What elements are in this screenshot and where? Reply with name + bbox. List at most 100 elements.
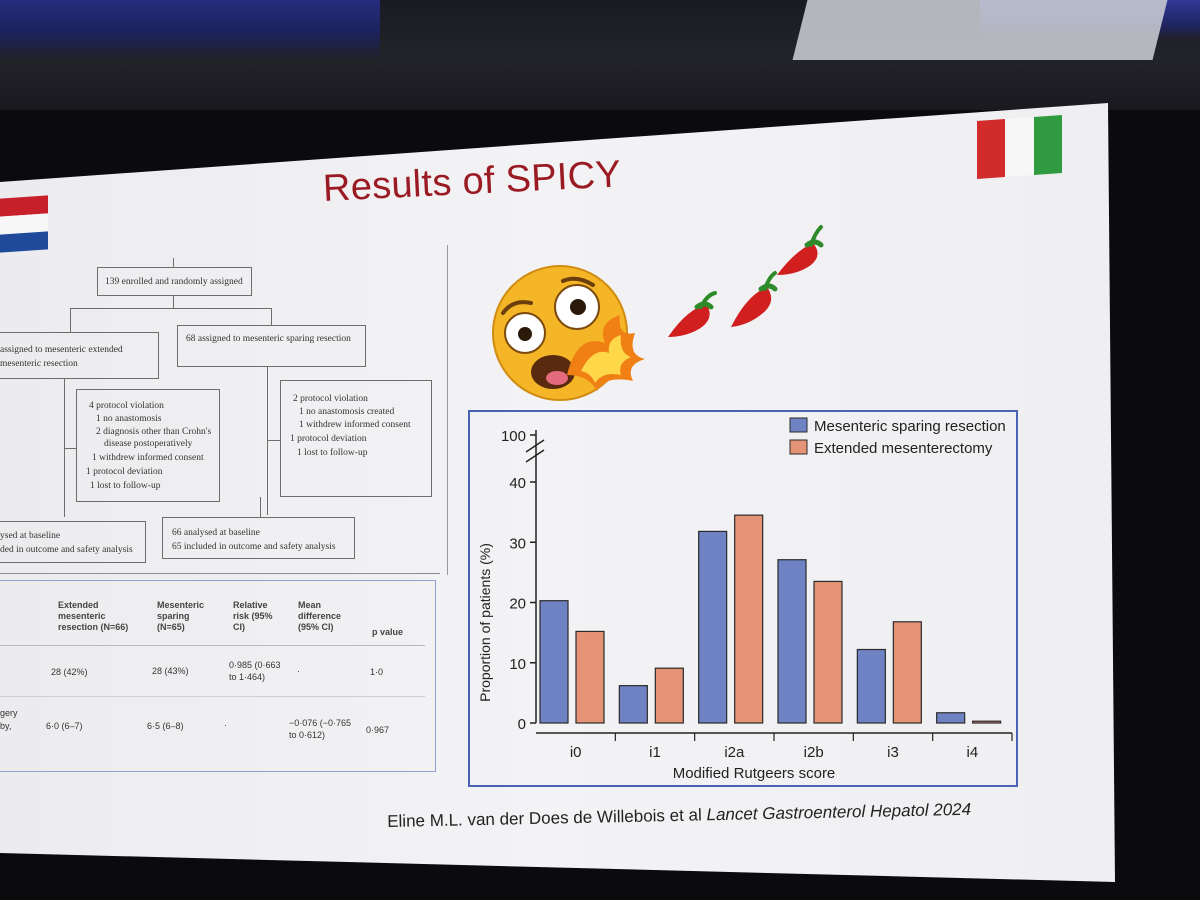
y-tick-label: 10 (509, 656, 526, 673)
right-exclusion-line: 2 protocol violation (293, 394, 368, 404)
left-exclusion-box (76, 389, 220, 502)
bar-i2b-extended (813, 580, 843, 724)
bar-i3-extended (892, 621, 922, 724)
y-tick-label: 40 (509, 475, 526, 492)
legend-swatch (789, 417, 808, 433)
right-analysed-text: 66 analysed at baseline (172, 528, 260, 538)
emoji-group (492, 225, 824, 401)
table-header-line: resection (N=66) (58, 622, 129, 632)
chart-frame (468, 410, 1018, 787)
table-cell: · (224, 720, 227, 730)
bar-i0-extended (575, 630, 605, 724)
table-header-line: Extended (58, 600, 99, 610)
table-cell: 28 (43%) (152, 666, 189, 676)
bar-i4-extended (972, 720, 1002, 724)
table-header-line: mesenteric (58, 611, 106, 621)
fire-icon (567, 315, 645, 391)
left-exclusion-line: 1 lost to follow-up (90, 481, 161, 491)
bar-chart: 0 10 20 30 40 100 i0 i1 i2a i2b i3 i4 Modified Rutge… (477, 417, 1013, 782)
table-header-line: (95% CI) (298, 622, 334, 632)
left-arm-text-1: assigned to mesenteric extended (0, 345, 123, 355)
x-tick-label: i2a (724, 744, 745, 761)
left-analysed-text: ded in outcome and safety analysis (0, 545, 133, 555)
left-exclusion-line: 1 withdrew informed consent (92, 453, 204, 463)
right-exclusion-line: 1 lost to follow-up (297, 448, 368, 458)
citation-journal: Lancet Gastroenterol Hepatol 2024 (706, 799, 972, 825)
legend-label: Mesenteric sparing resection (814, 418, 1006, 435)
italy-flag-icon (977, 115, 1062, 179)
citation-authors: Eline M.L. van der Does de Willebois et … (387, 805, 707, 831)
left-analysed-box (0, 521, 146, 563)
x-tick-label: i2b (804, 744, 824, 761)
chili-pepper-icon (731, 271, 778, 327)
left-arm-text-2: mesenteric resection (0, 359, 78, 369)
table-cell: 0·985 (0·663 (229, 660, 281, 670)
table-header-line: Mesenteric (157, 600, 205, 610)
panel-divider (447, 245, 448, 575)
left-exclusion-line: 2 diagnosis other than Crohn's (96, 427, 212, 437)
table-cell: to 0·612) (289, 730, 326, 740)
table-header: Extended mesenteric resection (N=66) (58, 600, 128, 633)
table-cell: to 1·464) (229, 672, 266, 682)
y-tick-label: 100 (501, 428, 526, 445)
table-cell: 28 (42%) (51, 667, 88, 677)
left-exclusion-line: 1 protocol deviation (86, 467, 163, 477)
table-cell: 1·0 (370, 667, 384, 677)
table-cell: 6·0 (6–7) (46, 721, 83, 731)
citation: Eline M.L. van der Does de Willebois et … (387, 800, 971, 832)
table-header-line: difference (298, 611, 342, 621)
table-header: Mesenteric sparing (N=65) (157, 600, 204, 633)
table-header-line: sparing (157, 611, 190, 621)
table-header-line: (N=65) (157, 622, 185, 632)
y-axis-title: Proportion of patients (%) (477, 543, 493, 702)
table-cell: · (297, 666, 300, 676)
right-exclusion-line: 1 no anastomosis created (299, 407, 395, 417)
y-tick-label: 20 (509, 596, 526, 613)
table-header-line: Relative (233, 600, 268, 610)
left-exclusion-line: 1 no anastomosis (96, 414, 162, 424)
legend-label: Extended mesenterectomy (814, 440, 993, 457)
bar-i4-sparing (936, 712, 966, 724)
netherlands-flag-icon (0, 195, 48, 253)
axis-break-mark (525, 439, 545, 453)
ceiling-light (0, 0, 380, 60)
x-tick-label: i4 (966, 744, 978, 761)
table-header: Relative risk (95% CI) (233, 600, 273, 633)
right-arm-text: 68 assigned to mesenteric sparing resect… (186, 334, 351, 344)
bar-i0-sparing (539, 600, 569, 724)
table-cell: by, (0, 721, 12, 731)
left-arm-box (0, 332, 159, 379)
enrolled-text: 139 enrolled and randomly assigned (105, 277, 243, 287)
bar-i1-extended (654, 667, 684, 724)
left-exclusion-line: 4 protocol violation (89, 401, 164, 411)
right-exclusion-line: 1 protocol deviation (290, 434, 367, 444)
left-analysed-text: ysed at baseline (0, 531, 61, 541)
bar-i1-sparing (618, 685, 648, 724)
x-tick-label: i3 (887, 744, 899, 761)
right-analysed-text: 65 included in outcome and safety analys… (172, 542, 336, 552)
table-cell: gery (0, 708, 18, 718)
x-tick-label: i1 (649, 744, 661, 761)
table-header: p value (372, 627, 403, 638)
table-header-line: p value (372, 627, 404, 637)
bar-i2a-sparing (698, 530, 728, 724)
table-header-line: risk (95% (233, 611, 273, 621)
table-header-line: CI) (233, 622, 245, 632)
right-arm-box (177, 325, 366, 367)
chili-pepper-icon (668, 291, 717, 337)
bar-i2b-sparing (777, 559, 807, 724)
bar-i3-sparing (856, 648, 886, 724)
x-axis-title: Modified Rutgeers score (673, 765, 836, 782)
y-tick-label: 0 (518, 716, 526, 733)
table-header: Mean difference (95% CI) (298, 600, 341, 633)
enrolled-box (97, 267, 252, 296)
right-analysed-box (162, 517, 355, 559)
right-exclusion-box (280, 380, 432, 497)
table-frame (0, 580, 436, 772)
bar-i2a-extended (734, 514, 764, 724)
legend-swatch (789, 439, 808, 455)
table-cell: 6·5 (6–8) (147, 721, 184, 731)
x-tick-label: i0 (570, 744, 582, 761)
